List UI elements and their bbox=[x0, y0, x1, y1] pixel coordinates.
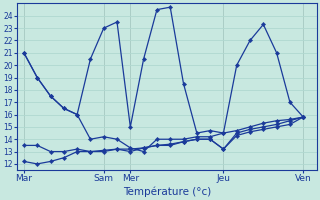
X-axis label: Température (°c): Température (°c) bbox=[123, 186, 211, 197]
